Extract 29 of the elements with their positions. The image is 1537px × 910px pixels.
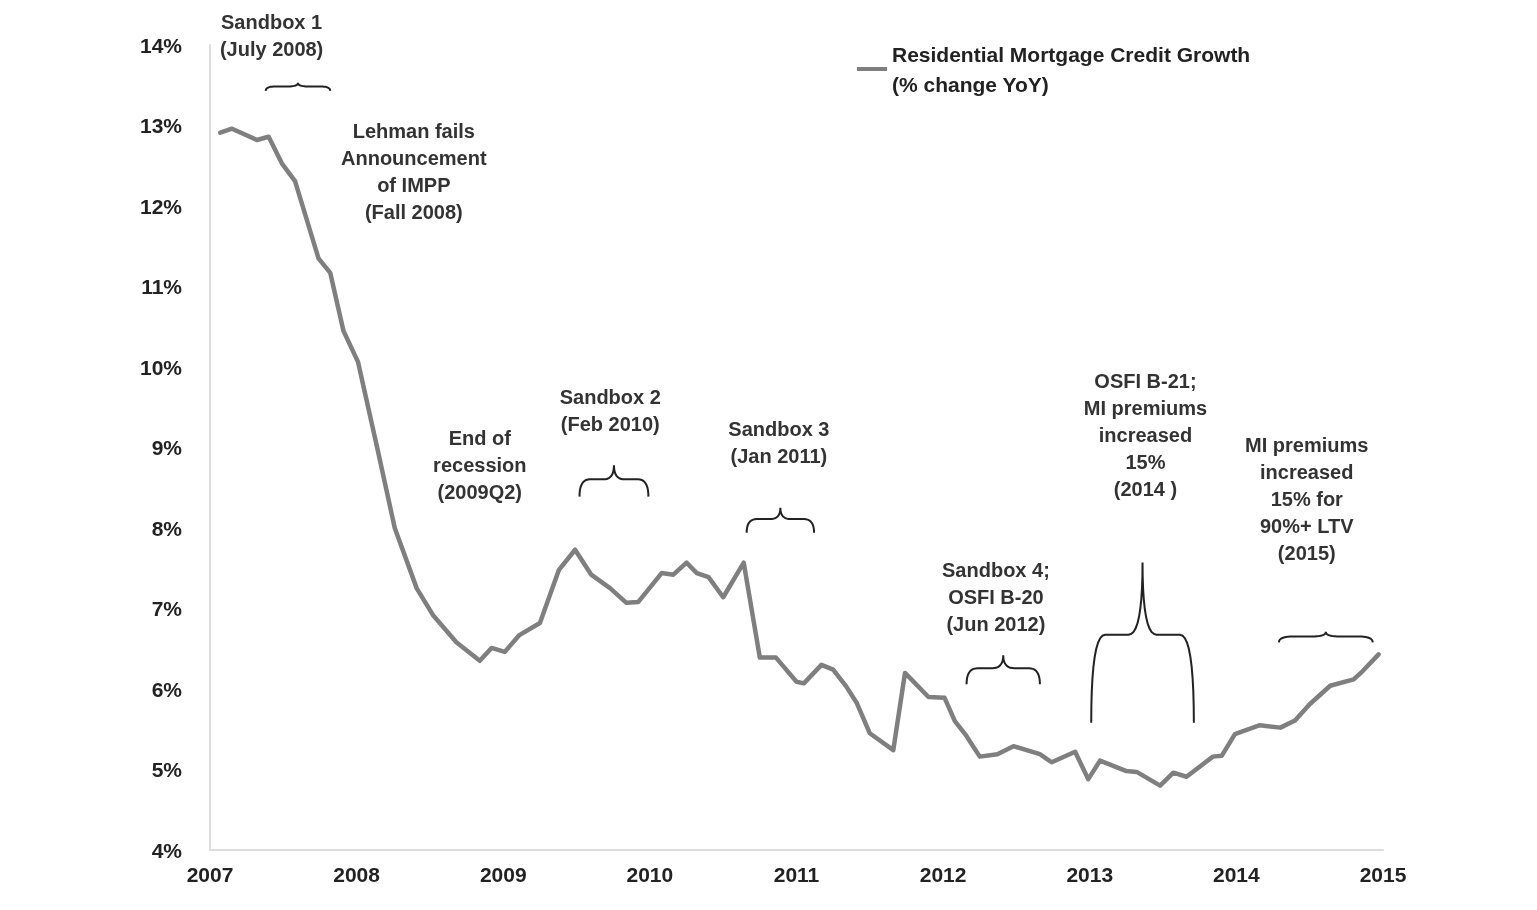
y-tick-label: 12% (139, 194, 183, 218)
annotation: Sandbox 1 (July 2008) (219, 11, 324, 61)
x-tick-label: 2015 (1359, 863, 1407, 886)
annotation: End of recession (2009Q2) (433, 427, 527, 504)
y-tick-label: 11% (141, 275, 183, 298)
annotation: Sandbox 3 (Jan 2011) (728, 417, 830, 467)
x-tick-label: 2011 (773, 863, 820, 886)
y-tick-label: 5% (151, 758, 183, 781)
x-tick-label: 2007 (186, 863, 234, 886)
x-tick-label: 2014 (1213, 863, 1261, 886)
annotation: Sandbox 4; OSFI B-20 (Jun 2012) (942, 558, 1050, 635)
legend-label: Residential Mortgage Credit Growth (% change YoY) (892, 42, 1251, 96)
y-tick-label: 7% (151, 597, 183, 620)
y-tick-label: 13% (139, 114, 183, 137)
y-tick-label: 8% (151, 516, 183, 540)
y-tick-label: 14% (139, 33, 183, 57)
y-tick-label: 4% (151, 838, 183, 862)
x-tick-label: 2008 (333, 863, 381, 886)
y-tick-label: 10% (139, 355, 183, 379)
annotation: Lehman fails Announcement of IMPP (Fall 2008) (341, 119, 487, 223)
x-tick-label: 2013 (1066, 863, 1114, 886)
annotation: MI premiums increased 15% for 90%+ LTV (2015) (1245, 433, 1369, 564)
x-tick-label: 2010 (626, 863, 674, 886)
x-tick-label: 2012 (919, 863, 967, 886)
annotation: Sandbox 2 (Feb 2010) (559, 385, 661, 435)
y-tick-label: 9% (151, 436, 183, 459)
x-tick-label: 2009 (479, 863, 527, 886)
annotation: OSFI B-21; MI premiums increased 15% (2014 ) (1083, 369, 1208, 500)
y-tick-label: 6% (151, 677, 183, 701)
